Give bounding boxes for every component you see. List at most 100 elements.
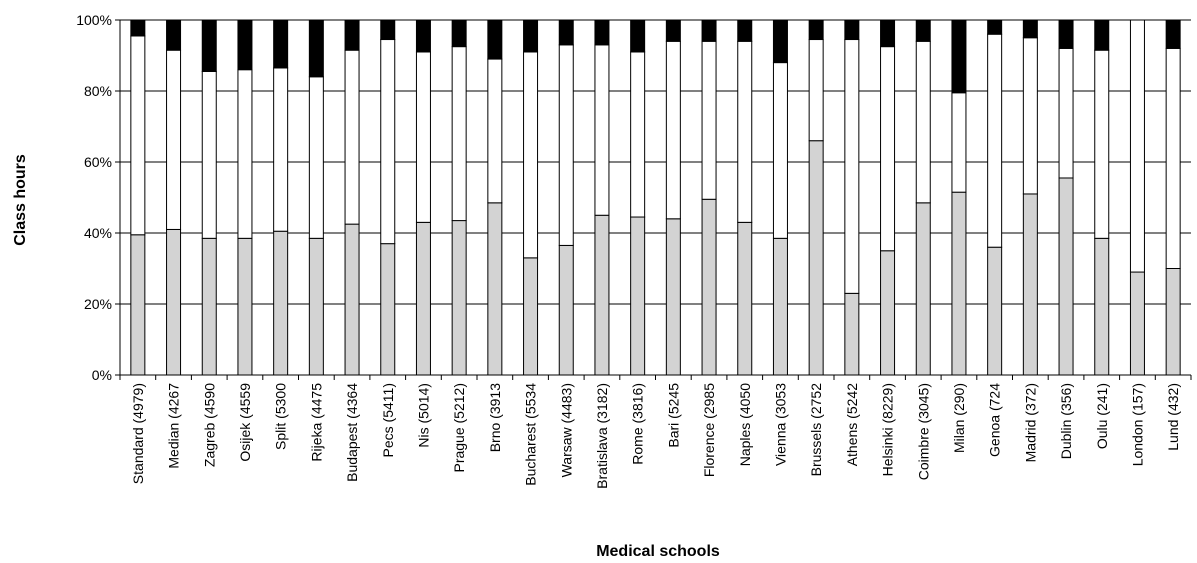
- y-tick-label: 80%: [84, 83, 112, 99]
- x-tick-label: Budapest (4364: [344, 383, 360, 482]
- bar-segment-2: [772, 62, 788, 239]
- x-tick-label: Florence (2985: [701, 383, 717, 477]
- x-tick-label: Split (5300: [273, 383, 289, 450]
- x-tick-label: Rome (3816): [630, 383, 646, 465]
- x-tick-label: Coimbre (3045): [915, 383, 931, 480]
- x-tick-label: Standard (4979): [130, 383, 146, 484]
- bar-segment-2: [1129, 19, 1145, 273]
- bar-segment-3: [808, 19, 824, 41]
- x-tick-label: Prague (5212): [451, 383, 467, 473]
- bar-segment-1: [1129, 271, 1145, 376]
- bar-segment-1: [951, 191, 967, 376]
- bar-segment-2: [558, 44, 574, 246]
- bar-segment-2: [951, 92, 967, 193]
- bar-segment-1: [737, 221, 753, 376]
- bar-segment-2: [130, 35, 146, 236]
- x-tick-label: Vienna (3053: [772, 383, 788, 466]
- bar-segment-2: [1165, 47, 1181, 270]
- bar-segment-1: [166, 228, 182, 376]
- x-tick-label: Madrid (372): [1022, 383, 1038, 462]
- bar-segment-3: [737, 19, 753, 42]
- bar-segment-2: [201, 70, 217, 239]
- bar-segment-1: [665, 218, 681, 376]
- bar-segment-1: [237, 237, 253, 376]
- bar-segment-1: [415, 221, 431, 376]
- bar-segment-2: [237, 69, 253, 239]
- bar-segment-1: [880, 250, 896, 376]
- x-tick-labels: Standard (4979) Median (4267 Zagreb (4590 O…: [130, 383, 1181, 489]
- bar-segment-2: [1022, 37, 1038, 195]
- axes: [115, 19, 1192, 380]
- y-tick-labels: 0% 20% 40% 60% 80% 100%: [76, 12, 112, 383]
- x-tick-label: Zagreb (4590: [201, 383, 217, 467]
- x-tick-label: Pecs (5411): [380, 383, 396, 457]
- bar-segment-1: [130, 234, 146, 376]
- bar-segment-3: [772, 19, 788, 64]
- bar-segment-2: [630, 51, 646, 218]
- bar-segment-2: [701, 40, 717, 200]
- bar-segment-1: [701, 198, 717, 376]
- bar-segment-1: [1094, 237, 1110, 376]
- bar-segment-1: [1165, 268, 1181, 376]
- bar-segment-3: [1058, 19, 1074, 49]
- bar-segment-2: [880, 46, 896, 252]
- bar-segment-2: [344, 49, 360, 225]
- bar-segment-1: [915, 202, 931, 376]
- bar-segment-2: [523, 51, 539, 259]
- bar-segment-1: [273, 230, 289, 376]
- bar-segment-1: [523, 257, 539, 376]
- bars: [130, 19, 1181, 376]
- bar-segment-3: [915, 19, 931, 42]
- bar-segment-3: [308, 19, 324, 78]
- x-tick-label: Brussels (2752: [808, 383, 824, 477]
- bar-segment-3: [594, 19, 610, 46]
- bar-segment-2: [308, 76, 324, 239]
- x-tick-label: Bari (5245: [665, 383, 681, 448]
- bar-segment-2: [737, 40, 753, 223]
- bar-segment-3: [665, 19, 681, 42]
- bar-segment-2: [808, 39, 824, 142]
- bar-segment-2: [380, 39, 396, 245]
- y-tick-label: 0%: [92, 367, 112, 383]
- bar-segment-3: [951, 19, 967, 94]
- bar-segment-2: [415, 51, 431, 223]
- bar-segment-3: [630, 19, 646, 53]
- bar-segment-1: [380, 243, 396, 376]
- bar-segment-3: [451, 19, 467, 48]
- bar-segment-1: [772, 237, 788, 376]
- bar-segment-3: [1022, 19, 1038, 39]
- bar-segment-3: [558, 19, 574, 46]
- bar-segment-1: [344, 223, 360, 376]
- bar-segment-1: [487, 202, 503, 376]
- bar-segment-1: [308, 237, 324, 376]
- bar-segment-2: [844, 39, 860, 294]
- y-tick-label: 20%: [84, 296, 112, 312]
- bar-segment-3: [415, 19, 431, 53]
- x-tick-label: Bucharest (5534: [523, 383, 539, 486]
- bar-segment-1: [808, 140, 824, 376]
- x-tick-label: Warsaw (4483): [558, 383, 574, 477]
- bar-segment-2: [487, 58, 503, 204]
- bar-segment-1: [630, 216, 646, 376]
- bar-segment-2: [915, 40, 931, 204]
- bar-segment-1: [844, 292, 860, 376]
- bar-segment-3: [166, 19, 182, 51]
- x-tick-label: Osijek (4559: [237, 383, 253, 462]
- bar-segment-1: [987, 246, 1003, 376]
- bar-segment-2: [451, 46, 467, 222]
- x-tick-label: Oulu (241): [1094, 383, 1110, 449]
- bar-segment-3: [844, 19, 860, 41]
- bar-segment-2: [665, 40, 681, 220]
- x-tick-label: Genoa (724: [987, 383, 1003, 457]
- x-tick-label: Rijeka (4475: [308, 383, 324, 462]
- bar-segment-2: [987, 33, 1003, 248]
- bar-segment-3: [987, 19, 1003, 35]
- bar-segment-3: [380, 19, 396, 41]
- bar-segment-2: [1058, 47, 1074, 179]
- bar-segment-3: [1094, 19, 1110, 51]
- bar-segment-2: [1094, 49, 1110, 239]
- x-axis-title: Medical schools: [596, 543, 720, 560]
- bar-segment-1: [594, 214, 610, 376]
- bar-segment-1: [1022, 193, 1038, 376]
